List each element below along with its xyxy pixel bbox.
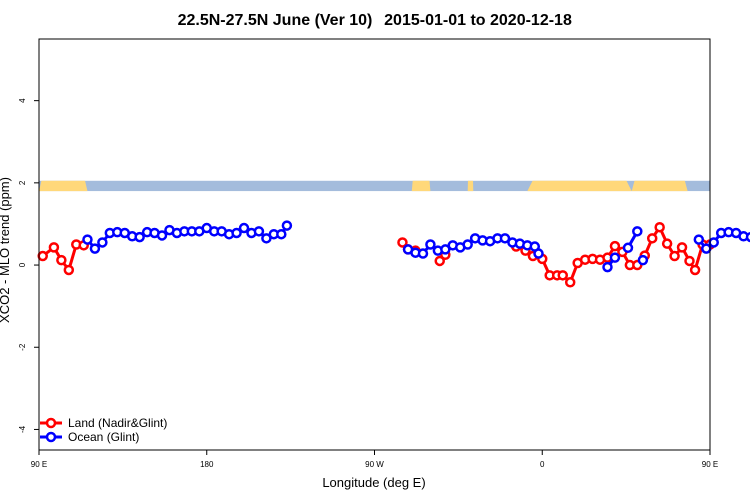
- x-axis-label: Longitude (deg E): [322, 475, 425, 490]
- land-region: [467, 180, 474, 192]
- ocean-point: [82, 234, 93, 245]
- land-point: [669, 250, 680, 262]
- land-region: [631, 180, 688, 192]
- ocean-point: [533, 248, 544, 259]
- x-tick-label: 90 E: [31, 460, 47, 469]
- ocean-point: [276, 228, 287, 240]
- ocean-point: [609, 252, 621, 263]
- land-point: [609, 240, 621, 252]
- ocean-point: [745, 231, 750, 243]
- land-point: [37, 250, 48, 262]
- ocean-point: [622, 242, 634, 254]
- ocean-point: [693, 234, 705, 245]
- legend: Land (Nadir&Glint) Ocean (Glint): [40, 416, 167, 444]
- x-tick-label: 90 W: [365, 460, 384, 469]
- legend-land-marker: [45, 417, 57, 429]
- y-tick-label: 0: [18, 262, 27, 267]
- ocean-point: [425, 239, 436, 250]
- legend-land-label: Land (Nadir&Glint): [68, 416, 167, 430]
- land-region: [39, 180, 88, 192]
- ocean-point: [417, 248, 429, 259]
- ocean-point: [499, 233, 511, 244]
- ocean-point: [253, 226, 265, 237]
- series-land: [37, 221, 716, 288]
- y-tick-label: -4: [18, 425, 27, 433]
- land-point: [689, 264, 701, 276]
- y-tick-label: 2: [18, 180, 27, 185]
- legend-ocean-label: Ocean (Glint): [68, 430, 139, 444]
- land-region: [411, 180, 431, 192]
- plot-series: [37, 220, 750, 288]
- land-point: [56, 254, 67, 266]
- ocean-point: [134, 231, 145, 243]
- ocean-point: [261, 233, 272, 244]
- ocean-point: [231, 227, 242, 239]
- land-point: [654, 221, 665, 233]
- land-point: [564, 277, 576, 288]
- ocean-point: [440, 244, 451, 255]
- ocean-point: [632, 226, 643, 237]
- ocean-point: [701, 243, 712, 254]
- chart-title-left: 22.5N-27.5N June (Ver 10): [178, 12, 373, 29]
- x-tick-label: 180: [200, 460, 214, 469]
- land-point: [397, 237, 408, 248]
- ocean-point: [89, 243, 101, 254]
- land-point: [646, 233, 658, 244]
- axes: 90 E 180 90 W 0 90 E -4 -2 0 2 4: [18, 98, 718, 469]
- land-point: [63, 264, 75, 276]
- plot-frame: [38, 38, 711, 451]
- ocean-point: [97, 237, 108, 248]
- chart-title-right: 2015-01-01 to 2020-12-18: [384, 12, 572, 29]
- ocean-point: [281, 220, 293, 231]
- x-tick-label: 90 E: [702, 460, 718, 469]
- ocean-band: [39, 180, 710, 192]
- land-point: [48, 242, 60, 253]
- ocean-point: [637, 254, 649, 266]
- ocean-point: [238, 222, 250, 234]
- x-tick-label: 0: [540, 460, 545, 469]
- land-point: [661, 238, 673, 249]
- land-ocean-strip: [39, 180, 710, 192]
- ocean-point: [156, 230, 168, 241]
- ocean-point: [462, 239, 473, 250]
- land-point: [434, 255, 445, 267]
- land-region: [527, 180, 632, 192]
- land-point: [676, 242, 688, 253]
- land-point: [684, 255, 695, 267]
- land-point: [557, 270, 569, 281]
- legend-ocean-marker: [45, 431, 57, 443]
- y-axis-label: XCO2 - MLO trend (ppm): [0, 177, 12, 323]
- ocean-point: [708, 237, 719, 248]
- y-tick-label: -2: [18, 343, 27, 351]
- series-ocean: [82, 220, 750, 273]
- y-tick-label: 4: [18, 98, 27, 103]
- ocean-point: [602, 261, 613, 273]
